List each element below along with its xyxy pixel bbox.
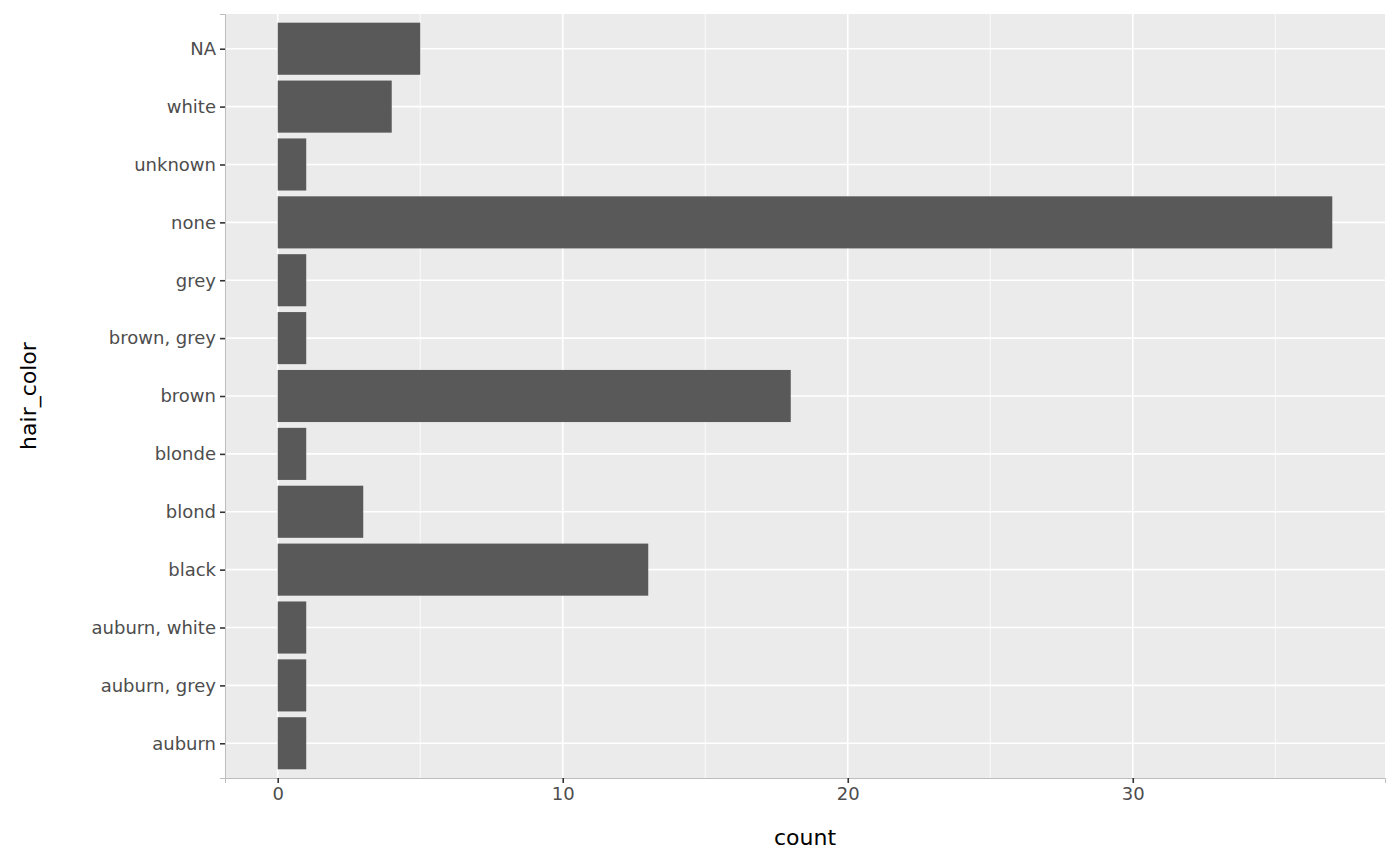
tick: 20 <box>837 778 860 804</box>
tick: white <box>167 96 225 117</box>
y-axis-title: hair_color <box>16 341 42 450</box>
grid-line <box>225 453 1385 455</box>
tick-label: auburn <box>152 733 216 754</box>
tick: unknown <box>134 154 225 175</box>
grid-line <box>225 337 1385 339</box>
bar <box>278 601 307 653</box>
bar <box>278 370 791 422</box>
tick-mark <box>220 511 225 513</box>
bar <box>278 196 1333 248</box>
bar <box>278 428 307 480</box>
tick: brown, grey <box>109 327 225 348</box>
grid <box>225 14 1385 778</box>
grid-line <box>225 685 1385 687</box>
bar <box>278 312 307 364</box>
tick: 0 <box>273 778 284 804</box>
tick: black <box>168 559 225 580</box>
panel-background <box>225 14 1385 778</box>
grid-line <box>225 106 1385 108</box>
tick: auburn, white <box>92 617 225 638</box>
tick-mark <box>220 280 225 282</box>
tick-label: auburn, grey <box>101 675 217 696</box>
tick-label: blonde <box>155 443 216 464</box>
tick-mark <box>220 338 225 340</box>
tick-mark <box>220 396 225 398</box>
axis-line <box>226 779 1386 784</box>
bar <box>278 254 307 306</box>
tick-label: blond <box>166 501 216 522</box>
tick: auburn <box>152 733 225 754</box>
tick-mark <box>220 569 225 571</box>
tick-label: brown, grey <box>109 327 217 348</box>
tick-mark <box>220 164 225 166</box>
tick-mark <box>220 743 225 745</box>
bar <box>278 23 421 75</box>
tick: auburn, grey <box>101 675 225 696</box>
bar <box>278 659 307 711</box>
tick-label: 20 <box>837 783 860 804</box>
tick: 10 <box>552 778 575 804</box>
y-axis: auburn auburn, grey auburn, white black blon… <box>92 15 226 779</box>
tick-label: white <box>167 96 216 117</box>
tick-label: none <box>171 212 216 233</box>
tick-label: 30 <box>1122 783 1145 804</box>
plot: 0 10 20 30 auburn auburn, grey auburn, white bl… <box>92 14 1386 804</box>
tick: blond <box>166 501 225 522</box>
tick-label: 0 <box>273 783 284 804</box>
tick-label: black <box>168 559 216 580</box>
tick-mark <box>220 627 225 629</box>
chart: 0 10 20 30 auburn auburn, grey auburn, white bl… <box>0 0 1400 865</box>
bar <box>278 81 392 133</box>
grid-line <box>225 627 1385 629</box>
tick-label: 10 <box>552 783 575 804</box>
tick-mark <box>220 685 225 687</box>
bar <box>278 486 364 538</box>
tick-label: auburn, white <box>92 617 216 638</box>
x-axis: 0 10 20 30 <box>226 778 1386 804</box>
grid-line <box>225 511 1385 513</box>
bars <box>278 23 1333 770</box>
grid-line <box>225 279 1385 281</box>
tick: blonde <box>155 443 225 464</box>
bar <box>278 717 307 769</box>
tick: NA <box>190 38 225 59</box>
tick-mark <box>220 454 225 456</box>
tick-label: grey <box>176 270 217 291</box>
tick: 30 <box>1122 778 1145 804</box>
tick-label: brown <box>160 385 216 406</box>
grid-line <box>225 164 1385 166</box>
tick: grey <box>176 270 225 291</box>
bar <box>278 544 649 596</box>
bar <box>278 138 307 190</box>
x-axis-title: count <box>774 825 836 850</box>
tick-label: NA <box>190 38 216 59</box>
tick-mark <box>220 222 225 224</box>
tick-mark <box>220 48 225 50</box>
tick: brown <box>160 385 225 406</box>
tick: none <box>171 212 225 233</box>
tick-mark <box>220 106 225 108</box>
tick-label: unknown <box>134 154 216 175</box>
grid-line <box>225 742 1385 744</box>
axis-line <box>220 15 226 779</box>
